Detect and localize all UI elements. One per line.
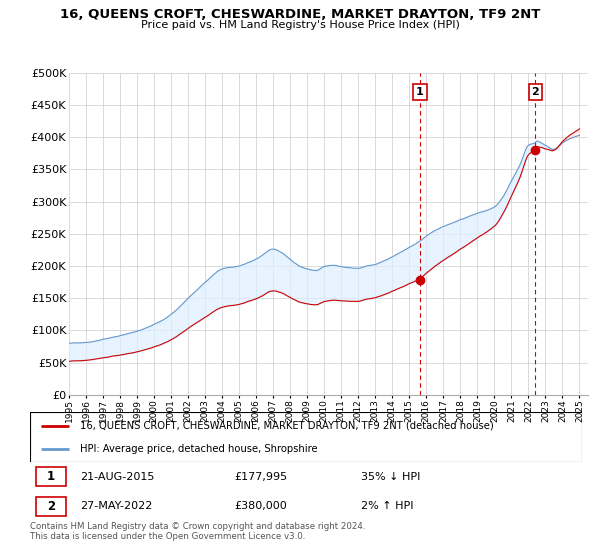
Text: £177,995: £177,995 xyxy=(234,472,287,482)
Text: 2% ↑ HPI: 2% ↑ HPI xyxy=(361,501,414,511)
Text: Price paid vs. HM Land Registry's House Price Index (HPI): Price paid vs. HM Land Registry's House … xyxy=(140,20,460,30)
FancyBboxPatch shape xyxy=(35,497,66,516)
Text: 27-MAY-2022: 27-MAY-2022 xyxy=(80,501,152,511)
Text: This data is licensed under the Open Government Licence v3.0.: This data is licensed under the Open Gov… xyxy=(30,532,305,541)
Text: 35% ↓ HPI: 35% ↓ HPI xyxy=(361,472,421,482)
Text: 1: 1 xyxy=(47,470,55,483)
Text: HPI: Average price, detached house, Shropshire: HPI: Average price, detached house, Shro… xyxy=(80,445,317,454)
Text: 2: 2 xyxy=(532,87,539,97)
Text: 1: 1 xyxy=(416,87,424,97)
Text: £380,000: £380,000 xyxy=(234,501,287,511)
Text: Contains HM Land Registry data © Crown copyright and database right 2024.: Contains HM Land Registry data © Crown c… xyxy=(30,522,365,531)
Text: 16, QUEENS CROFT, CHESWARDINE, MARKET DRAYTON, TF9 2NT (detached house): 16, QUEENS CROFT, CHESWARDINE, MARKET DR… xyxy=(80,421,493,431)
Text: 16, QUEENS CROFT, CHESWARDINE, MARKET DRAYTON, TF9 2NT: 16, QUEENS CROFT, CHESWARDINE, MARKET DR… xyxy=(60,8,540,21)
Text: 2: 2 xyxy=(47,500,55,513)
FancyBboxPatch shape xyxy=(35,467,66,486)
Text: 21-AUG-2015: 21-AUG-2015 xyxy=(80,472,154,482)
